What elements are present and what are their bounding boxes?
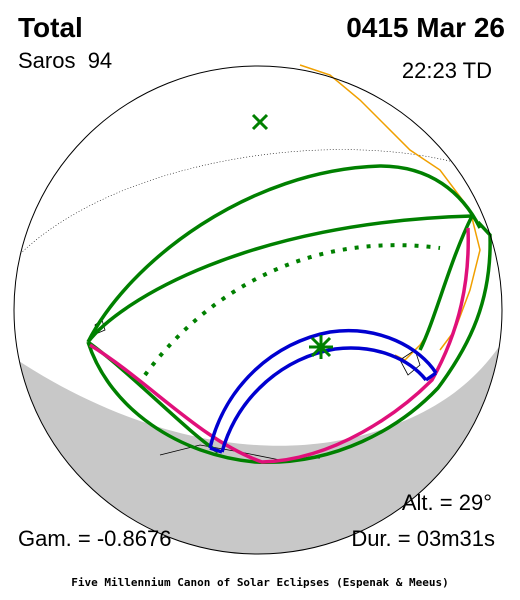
greatest-eclipse-mark	[309, 335, 333, 359]
gamma: Gam. = -0.8676	[18, 526, 171, 551]
saros: Saros 94	[18, 48, 112, 73]
time: 22:23 TD	[402, 58, 492, 83]
umbra-path	[208, 329, 438, 454]
central-line-dots	[143, 243, 441, 377]
duration: Dur. = 03m31s	[351, 526, 495, 551]
title: Total	[18, 12, 83, 43]
equator	[14, 149, 502, 261]
globe-outline	[13, 65, 503, 555]
sub-solar-mark	[251, 113, 269, 131]
date: 0415 Mar 26	[346, 12, 505, 43]
altitude: Alt. = 29°	[402, 490, 492, 515]
penumbra-limits	[86, 164, 492, 465]
credit: Five Millennium Canon of Solar Eclipses …	[71, 576, 449, 589]
central-limit	[89, 227, 470, 464]
